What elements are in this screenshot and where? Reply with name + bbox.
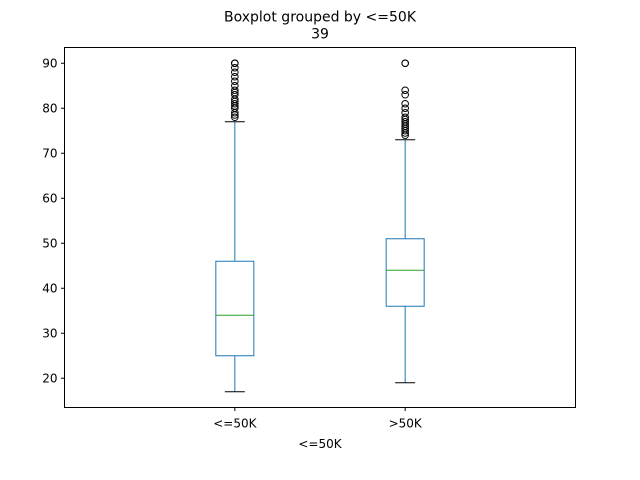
flier-point — [401, 113, 409, 122]
box-group-1 — [385, 59, 425, 384]
flier-point — [231, 113, 239, 122]
plot-area — [215, 59, 425, 393]
flier-point — [401, 117, 409, 126]
x-tick-label: <=50K — [213, 417, 257, 431]
flier-point — [401, 90, 409, 99]
y-tick-label: 30 — [42, 327, 57, 341]
box-group-0 — [215, 59, 255, 393]
flier-point — [231, 86, 239, 95]
y-tick-label: 50 — [42, 237, 57, 251]
flier-point — [401, 59, 409, 68]
x-axis: <=50K >50K — [213, 407, 423, 431]
flier-point — [231, 81, 239, 90]
flier-point — [401, 99, 409, 108]
flier-point — [401, 86, 409, 95]
flier-point — [401, 108, 409, 117]
chart-title: Boxplot grouped by <=50K — [224, 10, 417, 26]
chart-subtitle: 39 — [311, 27, 329, 43]
x-tick-label: >50K — [389, 417, 423, 431]
y-axis: 20 30 40 50 60 70 80 90 — [42, 57, 65, 386]
y-tick-label: 60 — [42, 192, 57, 206]
flier-point — [231, 63, 239, 72]
flier-point — [231, 77, 239, 86]
y-tick-label: 40 — [42, 282, 57, 296]
y-tick-label: 80 — [42, 102, 57, 116]
flier-point — [231, 90, 239, 99]
y-tick-label: 70 — [42, 147, 57, 161]
flier-point — [231, 59, 239, 68]
box-iqr — [385, 238, 425, 307]
y-tick-label: 20 — [42, 372, 57, 386]
x-axis-label: <=50K — [298, 437, 342, 451]
y-tick-label: 90 — [42, 57, 57, 71]
flier-point — [231, 72, 239, 81]
flier-point — [231, 99, 239, 108]
axes-frame — [64, 47, 576, 408]
flier-point — [231, 68, 239, 77]
flier-point — [401, 104, 409, 113]
box-iqr — [215, 260, 255, 357]
